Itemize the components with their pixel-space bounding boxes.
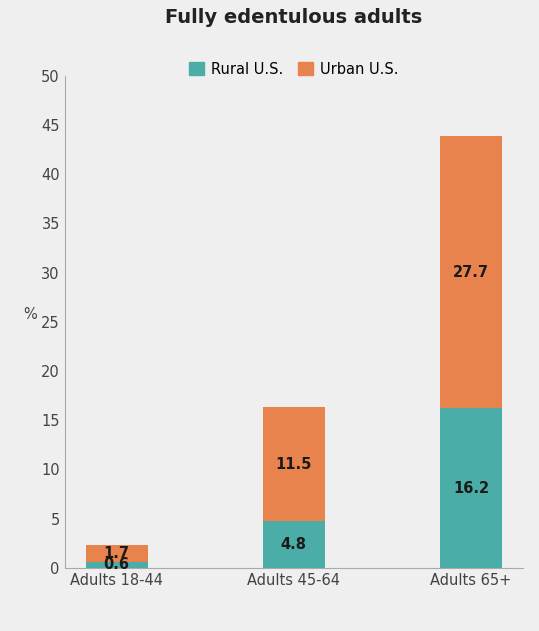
Bar xyxy=(262,521,325,568)
Bar xyxy=(86,545,148,562)
Text: 1.7: 1.7 xyxy=(103,546,129,561)
Text: 11.5: 11.5 xyxy=(275,457,312,471)
Text: 27.7: 27.7 xyxy=(453,264,489,280)
Title: Fully edentulous adults: Fully edentulous adults xyxy=(165,8,423,27)
Text: 4.8: 4.8 xyxy=(281,537,307,551)
Text: 16.2: 16.2 xyxy=(453,481,489,496)
Legend: Rural U.S., Urban U.S.: Rural U.S., Urban U.S. xyxy=(183,56,404,83)
Bar xyxy=(86,562,148,568)
Bar xyxy=(440,136,502,408)
Y-axis label: %: % xyxy=(23,307,37,322)
Text: 0.6: 0.6 xyxy=(103,557,129,572)
Bar xyxy=(262,408,325,521)
Bar xyxy=(440,408,502,568)
